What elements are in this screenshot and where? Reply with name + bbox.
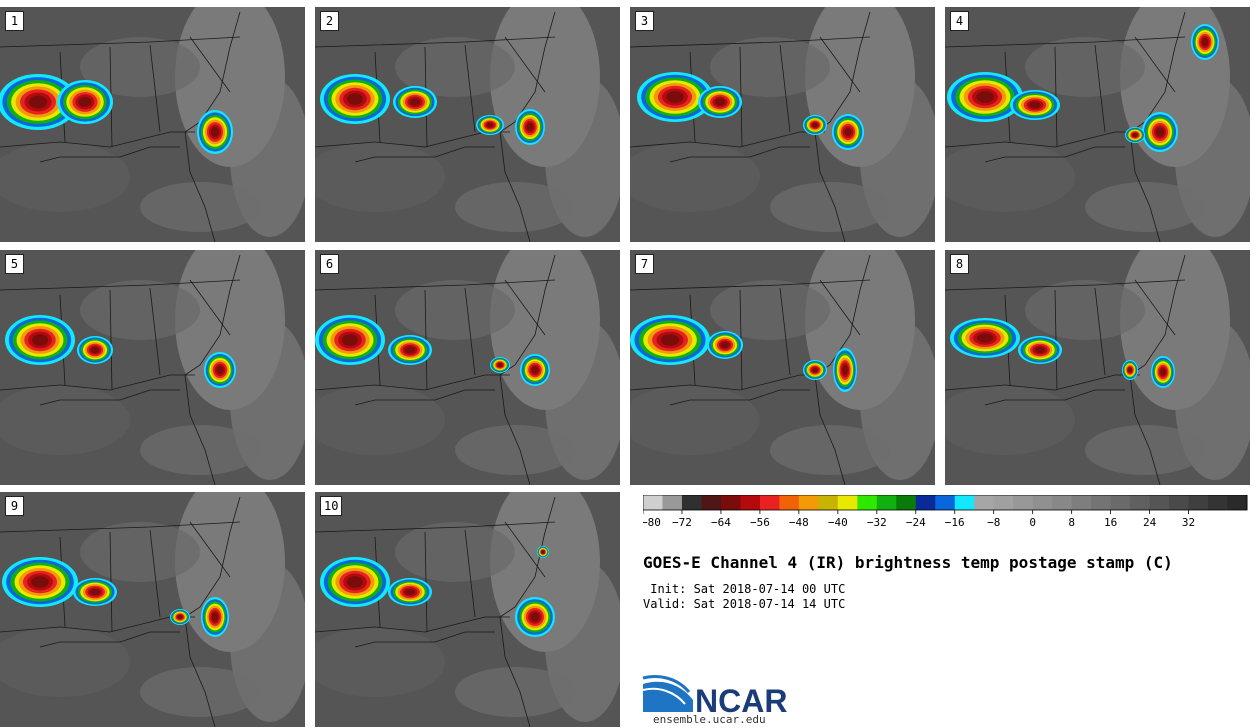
colorbar-segment <box>876 495 897 510</box>
colorbar-segment <box>1227 495 1248 510</box>
panel-2: 2 <box>315 7 620 242</box>
colorbar-tick-label: −56 <box>750 516 770 529</box>
colorbar-segment <box>1149 495 1170 510</box>
panel-8: 8 <box>945 250 1250 485</box>
colorbar-segment <box>1130 495 1151 510</box>
panel-7: 7 <box>630 250 935 485</box>
init-time: Init: Sat 2018-07-14 00 UTC <box>643 582 846 596</box>
panel-number: 6 <box>320 254 339 274</box>
colorbar-segment <box>643 495 663 510</box>
panel-number: 1 <box>5 11 24 31</box>
colorbar-segment <box>954 495 975 510</box>
colorbar-tick-label: −8 <box>987 516 1000 529</box>
panel-10: 10 <box>315 492 620 727</box>
panel-number: 5 <box>5 254 24 274</box>
colorbar-segment <box>740 495 761 510</box>
panel-1: 1 <box>0 7 305 242</box>
ncar-logo-text: NCAR <box>695 683 787 719</box>
colorbar-segment <box>993 495 1014 510</box>
satellite-image <box>0 492 305 727</box>
colorbar-tick-label: 24 <box>1143 516 1157 529</box>
satellite-image <box>945 250 1250 485</box>
ensemble-url: ensemble.ucar.edu <box>653 713 766 726</box>
colorbar-segment <box>701 495 722 510</box>
chart-title: GOES-E Channel 4 (IR) brightness temp po… <box>643 553 1173 572</box>
panel-6: 6 <box>315 250 620 485</box>
satellite-image <box>0 7 305 242</box>
colorbar-tick-label: −72 <box>672 516 692 529</box>
panel-5: 5 <box>0 250 305 485</box>
colorbar-tick-label: 0 <box>1029 516 1036 529</box>
satellite-image <box>630 7 935 242</box>
ncar-logo: NCAR <box>642 675 787 719</box>
colorbar-segment <box>1188 495 1209 510</box>
colorbar-segment <box>720 495 741 510</box>
colorbar-segment <box>798 495 819 510</box>
colorbar-segment <box>1052 495 1073 510</box>
colorbar-segment <box>662 495 683 510</box>
panel-number: 4 <box>950 11 969 31</box>
colorbar-segment <box>1208 495 1229 510</box>
colorbar-tick-label: −40 <box>828 516 848 529</box>
satellite-image <box>945 7 1250 242</box>
colorbar-tick-label: −64 <box>711 516 731 529</box>
colorbar-tick-label: −80 <box>643 516 661 529</box>
panel-3: 3 <box>630 7 935 242</box>
satellite-image <box>0 250 305 485</box>
satellite-image <box>630 250 935 485</box>
colorbar-segment <box>935 495 956 510</box>
panel-number: 8 <box>950 254 969 274</box>
colorbar-segment <box>1071 495 1092 510</box>
colorbar-segment <box>1110 495 1131 510</box>
colorbar-segment <box>974 495 995 510</box>
panel-4: 4 <box>945 7 1250 242</box>
colorbar-segment <box>1032 495 1053 510</box>
colorbar-segment <box>1013 495 1034 510</box>
colorbar-tick-label: −16 <box>945 516 965 529</box>
panel-number: 2 <box>320 11 339 31</box>
satellite-image <box>315 7 620 242</box>
colorbar-tick-label: 16 <box>1104 516 1117 529</box>
colorbar-tick-label: −48 <box>789 516 809 529</box>
colorbar-tick-label: 8 <box>1068 516 1075 529</box>
colorbar-segment <box>1169 495 1190 510</box>
satellite-image <box>315 250 620 485</box>
colorbar-tick-label: 32 <box>1182 516 1195 529</box>
colorbar-segment <box>779 495 800 510</box>
panel-number: 9 <box>5 496 24 516</box>
panel-number: 7 <box>635 254 654 274</box>
valid-time: Valid: Sat 2018-07-14 14 UTC <box>643 597 846 611</box>
satellite-image <box>315 492 620 727</box>
panel-number: 10 <box>320 496 343 516</box>
colorbar-segment <box>896 495 917 510</box>
colorbar-segment <box>1091 495 1112 510</box>
colorbar-segment <box>818 495 839 510</box>
colorbar-segment <box>759 495 780 510</box>
colorbar-segment <box>915 495 936 510</box>
colorbar-segment <box>837 495 858 510</box>
panel-9: 9 <box>0 492 305 727</box>
colorbar: −80 −72 −64 −56 −48 −40 −32 −24 −16 −8 0 8 16 24 32 <box>643 495 1248 529</box>
colorbar-tick-label: −24 <box>906 516 926 529</box>
colorbar-segment <box>681 495 702 510</box>
colorbar-tick-label: −32 <box>867 516 887 529</box>
panel-number: 3 <box>635 11 654 31</box>
colorbar-segment <box>857 495 878 510</box>
